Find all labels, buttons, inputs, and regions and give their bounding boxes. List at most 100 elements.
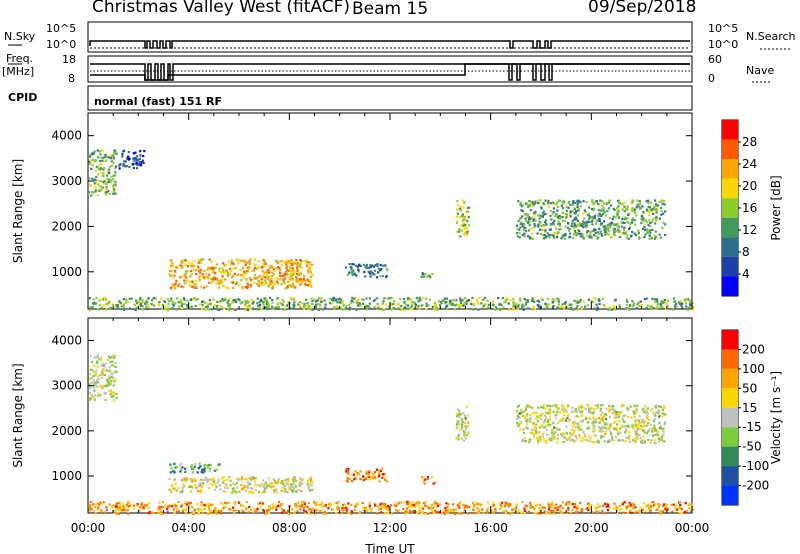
- velocity-echo-cell: [548, 438, 551, 441]
- velocity-echo-cell: [308, 477, 311, 480]
- velocity-echo-cell: [261, 491, 264, 494]
- power-echo-cell: [180, 275, 183, 278]
- power-echo-cell: [104, 298, 108, 301]
- power-echo-cell: [278, 271, 282, 274]
- power-echo-cell: [576, 300, 579, 303]
- power-echo-cell: [459, 209, 462, 212]
- power-echo-cell: [580, 306, 583, 309]
- power-echo-cell: [288, 284, 291, 287]
- velocity-echo-cell: [546, 511, 549, 514]
- power-echo-cell: [542, 224, 545, 227]
- velocity-colorbar-tick-label: 100: [742, 362, 765, 376]
- velocity-echo-cell: [350, 512, 353, 515]
- power-echo-cell: [654, 222, 657, 225]
- velocity-echo-cell: [427, 506, 430, 509]
- velocity-echo-cell: [573, 410, 577, 413]
- velocity-echo-cell: [562, 440, 565, 444]
- power-echo-cell: [531, 308, 534, 311]
- power-echo-cell: [566, 226, 570, 229]
- power-echo-cell: [102, 181, 105, 184]
- power-echo-cell: [315, 303, 318, 306]
- power-echo-cell: [103, 180, 106, 183]
- velocity-echo-cell: [166, 505, 169, 508]
- velocity-echo-cell: [248, 490, 251, 493]
- power-echo-cell: [245, 301, 248, 304]
- power-echo-cell: [341, 308, 344, 311]
- power-echo-cell: [307, 284, 310, 287]
- velocity-echo-cell: [201, 485, 204, 488]
- power-echo-cell: [198, 303, 201, 306]
- velocity-echo-cell: [516, 409, 519, 412]
- velocity-echo-cell: [561, 511, 564, 514]
- velocity-echo-cell: [619, 431, 622, 435]
- velocity-echo-cell: [335, 502, 338, 505]
- velocity-echo-cell: [364, 506, 367, 509]
- velocity-echo-cell: [529, 504, 532, 507]
- velocity-echo-cell: [257, 502, 260, 506]
- power-echo-cell: [538, 300, 541, 303]
- power-echo-cell: [628, 228, 631, 231]
- velocity-echo-cell: [173, 511, 176, 514]
- power-echo-cell: [623, 202, 626, 205]
- power-echo-cell: [112, 174, 115, 177]
- velocity-echo-cell: [585, 416, 588, 419]
- power-echo-cell: [171, 262, 174, 265]
- velocity-echo-cell: [571, 406, 574, 409]
- power-echo-cell: [307, 271, 310, 274]
- power-echo-cell: [544, 229, 547, 232]
- power-echo-cell: [306, 278, 309, 281]
- velocity-echo-cell: [524, 509, 527, 512]
- velocity-echo-cell: [640, 424, 643, 428]
- velocity-echo-cell: [523, 416, 526, 419]
- velocity-echo-cell: [593, 421, 596, 424]
- velocity-echo-cell: [628, 504, 631, 507]
- velocity-echo-cell: [601, 509, 604, 512]
- power-echo-cell: [299, 304, 302, 307]
- power-echo-cell: [649, 208, 652, 211]
- velocity-echo-cell: [565, 425, 568, 428]
- velocity-echo-cell: [592, 408, 596, 411]
- power-echo-cell: [139, 298, 142, 301]
- power-echo-cell: [192, 264, 195, 267]
- velocity-echo-cell: [458, 502, 461, 505]
- velocity-echo-cell: [523, 511, 526, 514]
- power-echo-cell: [372, 265, 375, 268]
- velocity-echo-cell: [132, 504, 136, 507]
- power-echo-cell: [293, 298, 296, 301]
- velocity-echo-cell: [102, 369, 105, 372]
- power-echo-cell: [102, 297, 105, 300]
- velocity-echo-cell: [590, 440, 593, 443]
- velocity-echo-cell: [193, 484, 197, 487]
- power-echo-cell: [579, 205, 582, 208]
- power-echo-cell: [586, 234, 589, 237]
- velocity-echo-cell: [628, 430, 631, 434]
- velocity-echo-cell: [299, 477, 302, 480]
- power-echo-cell: [113, 151, 116, 154]
- velocity-echo-cell: [329, 501, 332, 505]
- velocity-echo-cell: [587, 410, 590, 413]
- power-echo-cell: [643, 298, 647, 301]
- velocity-echo-cell: [340, 512, 343, 516]
- power-echo-cell: [309, 269, 312, 272]
- velocity-echo-cell: [383, 473, 386, 476]
- date-label: 09/Sep/2018: [588, 0, 697, 17]
- power-echo-cell: [627, 213, 630, 216]
- velocity-echo-cell: [88, 377, 91, 380]
- velocity-echo-cell: [95, 372, 98, 375]
- power-echo-cell: [232, 275, 235, 278]
- velocity-echo-cell: [662, 430, 665, 433]
- power-echo-cell: [232, 299, 235, 302]
- power-echo-cell: [332, 299, 335, 302]
- velocity-echo-cell: [257, 484, 260, 487]
- velocity-echo-cell: [98, 357, 101, 360]
- power-echo-cell: [364, 307, 367, 310]
- power-echo-cell: [100, 156, 103, 159]
- power-echo-cell: [403, 306, 406, 309]
- power-echo-cell: [352, 300, 355, 304]
- power-echo-cell: [112, 157, 116, 160]
- power-echo-cell: [558, 222, 561, 225]
- velocity-echo-cell: [596, 404, 599, 407]
- velocity-echo-cell: [523, 507, 526, 510]
- power-echo-cell: [517, 219, 520, 223]
- power-echo-cell: [590, 230, 593, 233]
